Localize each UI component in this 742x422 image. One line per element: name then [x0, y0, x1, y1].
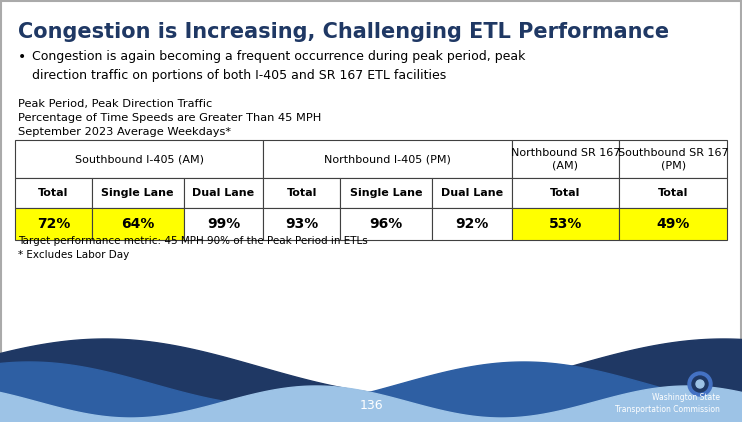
Bar: [511, 208, 620, 240]
Text: Total: Total: [286, 188, 317, 198]
Text: Target performance metric: 45 MPH 90% of the Peak Period in ETLs: Target performance metric: 45 MPH 90% of…: [18, 236, 368, 246]
Text: * Excludes Labor Day: * Excludes Labor Day: [18, 250, 129, 260]
Text: 96%: 96%: [370, 217, 403, 231]
Text: Percentage of Time Speeds are Greater Than 45 MPH: Percentage of Time Speeds are Greater Th…: [18, 113, 321, 123]
Text: Northbound I-405 (PM): Northbound I-405 (PM): [324, 154, 451, 164]
Bar: [15, 178, 92, 208]
Text: 49%: 49%: [657, 217, 690, 231]
Circle shape: [692, 376, 708, 392]
Text: 53%: 53%: [548, 217, 582, 231]
Text: 72%: 72%: [36, 217, 70, 231]
Bar: [92, 208, 183, 240]
Text: •: •: [18, 50, 26, 64]
Text: Total: Total: [551, 188, 580, 198]
Text: 64%: 64%: [121, 217, 154, 231]
Bar: [340, 178, 432, 208]
Text: Single Lane: Single Lane: [349, 188, 422, 198]
Bar: [511, 178, 620, 208]
Bar: [263, 208, 340, 240]
Text: Dual Lane: Dual Lane: [441, 188, 503, 198]
Text: September 2023 Average Weekdays*: September 2023 Average Weekdays*: [18, 127, 231, 137]
Bar: [620, 208, 727, 240]
Circle shape: [688, 372, 712, 396]
Text: Peak Period, Peak Direction Traffic: Peak Period, Peak Direction Traffic: [18, 99, 212, 109]
Text: Washington State
Transportation Commission: Washington State Transportation Commissi…: [615, 393, 720, 414]
Bar: [15, 140, 263, 178]
Text: 92%: 92%: [455, 217, 488, 231]
Text: Dual Lane: Dual Lane: [192, 188, 255, 198]
Text: Single Lane: Single Lane: [102, 188, 174, 198]
Text: Total: Total: [658, 188, 689, 198]
Text: Congestion is again becoming a frequent occurrence during peak period, peak
dire: Congestion is again becoming a frequent …: [32, 50, 525, 81]
Text: 99%: 99%: [207, 217, 240, 231]
Text: Southbound I-405 (AM): Southbound I-405 (AM): [75, 154, 203, 164]
Bar: [340, 208, 432, 240]
Bar: [432, 208, 511, 240]
Bar: [620, 140, 727, 178]
Bar: [183, 178, 263, 208]
Bar: [263, 140, 511, 178]
Text: Southbound SR 167
(PM): Southbound SR 167 (PM): [618, 148, 729, 170]
Bar: [263, 178, 340, 208]
Bar: [183, 208, 263, 240]
Circle shape: [696, 380, 704, 388]
Bar: [432, 178, 511, 208]
Bar: [511, 140, 620, 178]
Text: 136: 136: [359, 399, 383, 412]
Text: Northbound SR 167
(AM): Northbound SR 167 (AM): [510, 148, 620, 170]
Bar: [15, 208, 92, 240]
Bar: [620, 178, 727, 208]
Text: Total: Total: [39, 188, 68, 198]
Text: Congestion is Increasing, Challenging ETL Performance: Congestion is Increasing, Challenging ET…: [18, 22, 669, 42]
Text: 93%: 93%: [285, 217, 318, 231]
Bar: [92, 178, 183, 208]
